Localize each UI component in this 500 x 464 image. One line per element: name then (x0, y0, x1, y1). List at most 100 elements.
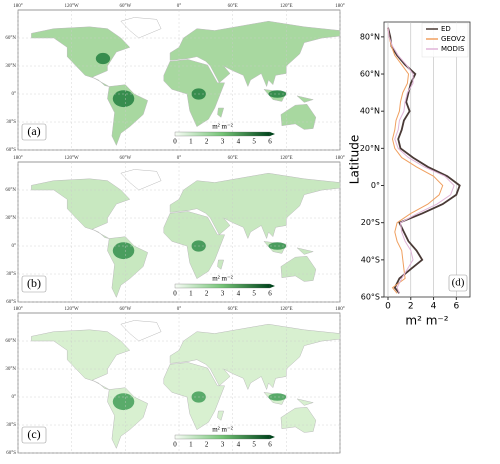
lon-tick-label: 120°W (65, 4, 79, 9)
lon-tick-label: 120°E (280, 307, 293, 312)
colorbar (174, 283, 271, 289)
lon-tick-label: 0° (177, 156, 182, 161)
panel-label-box (21, 275, 47, 293)
colorbar-tick-label: 5 (252, 138, 256, 146)
lon-tick-label: 180° (335, 4, 345, 9)
colorbar-tick-label: 0 (173, 290, 177, 298)
x-tick-label: 4 (431, 302, 437, 312)
colorbar-tick-label: 2 (205, 138, 209, 146)
y-tick-label: 60°S (361, 293, 380, 302)
lat-tick-label: 60°S (6, 148, 16, 153)
colorbar-label: m² m⁻² (212, 123, 233, 131)
lat-tick-label: 60°N (5, 339, 16, 344)
colorbar-tick-label: 4 (237, 441, 241, 449)
forest (95, 52, 111, 65)
data-line (387, 27, 444, 294)
data-line (387, 27, 461, 294)
colorbar-arrow (270, 132, 275, 136)
lat-tick-label: 30°N (5, 64, 16, 69)
lon-tick-label: 180° (13, 156, 23, 161)
plot-frame (383, 21, 471, 298)
lon-tick-label: 60°W (119, 156, 131, 161)
lon-tick-label: 0° (177, 307, 182, 312)
data-line (387, 27, 455, 294)
lat-tick-label: 60°S (6, 451, 16, 456)
map-panel: 180° 120°W 60°W 0° 60°E 120°E 180°60°N30°N0°30… (5, 4, 344, 153)
panel-label-box (21, 426, 47, 444)
panel-label: (c) (27, 427, 40, 441)
lon-tick-label: 180° (335, 307, 345, 312)
lon-tick-label: 180° (335, 156, 345, 161)
lon-tick-label: 60°E (228, 307, 238, 312)
lat-tick-label: 0° (12, 244, 17, 249)
line-chart: 0 2 4 6 80°N 60°N 40°N 20°N 0° 20°S 40°S 60°S ED GEOV… (348, 21, 471, 328)
colorbar-tick-label: 6 (268, 441, 272, 449)
y-tick-label: 40°N (360, 107, 380, 116)
forest (268, 242, 287, 250)
colorbar-arrow (270, 284, 275, 288)
colorbar-tick-label: 6 (268, 290, 272, 298)
colorbar-tick-label: 1 (189, 441, 193, 449)
colorbar (174, 131, 271, 137)
lon-tick-label: 60°E (228, 4, 238, 9)
x-tick-label: 2 (408, 302, 414, 312)
y-tick-label: 0° (371, 181, 380, 190)
colorbar-label: m² m⁻² (212, 426, 233, 434)
panel-label-box (21, 123, 47, 141)
colorbar-tick-label: 5 (252, 290, 256, 298)
lat-tick-label: 60°N (5, 188, 16, 193)
lon-tick-label: 120°W (65, 307, 79, 312)
colorbar (174, 434, 271, 440)
lat-tick-label: 30°S (6, 272, 16, 277)
colorbar-tick-label: 2 (205, 290, 209, 298)
colorbar-tick-label: 0 (173, 138, 177, 146)
x-tick-label: 6 (453, 302, 459, 312)
lat-tick-label: 0° (12, 395, 17, 400)
lon-tick-label: 60°W (119, 4, 131, 9)
lon-tick-label: 180° (13, 4, 23, 9)
lon-tick-label: 60°W (119, 307, 131, 312)
lat-tick-label: 30°S (6, 423, 16, 428)
panel-label-box (448, 274, 468, 292)
forest (112, 393, 135, 411)
legend-label: ED (441, 25, 451, 33)
lon-tick-label: 0° (177, 4, 182, 9)
lat-tick-label: 0° (12, 92, 17, 97)
colorbar-tick-label: 0 (173, 441, 177, 449)
lat-tick-label: 30°N (5, 216, 16, 221)
lat-tick-label: 60°S (6, 300, 16, 305)
lat-tick-label: 30°N (5, 367, 16, 372)
y-tick-label: 80°N (360, 32, 380, 41)
colorbar-tick-label: 6 (268, 138, 272, 146)
colorbar-arrow (270, 435, 275, 439)
colorbar-tick-label: 3 (221, 290, 225, 298)
maps: 180° 120°W 60°W 0° 60°E 120°E 180°60°N30°N0°30… (5, 4, 344, 456)
y-tick-label: 20°N (360, 144, 380, 153)
colorbar-label: m² m⁻² (212, 275, 233, 283)
colorbar-tick-label: 5 (252, 441, 256, 449)
map-panel: 180° 120°W 60°W 0° 60°E 120°E 180°60°N30°N0°30… (5, 156, 344, 305)
colorbar-tick-label: 3 (221, 441, 225, 449)
legend-label: MODIS (441, 45, 465, 53)
colorbar-tick-label: 4 (237, 290, 241, 298)
legend-label: GEOV2 (441, 35, 465, 43)
y-tick-label: 40°S (361, 255, 380, 264)
forest (112, 90, 135, 108)
lat-tick-label: 30°S (6, 120, 16, 125)
forest (268, 90, 287, 98)
forest (112, 242, 135, 260)
lon-tick-label: 120°E (280, 4, 293, 9)
y-axis-label: Latitude (348, 135, 362, 184)
lon-tick-label: 120°E (280, 156, 293, 161)
panel-label: (a) (27, 124, 40, 138)
y-tick-label: 60°N (360, 70, 380, 79)
colorbar-tick-label: 1 (189, 138, 193, 146)
lon-tick-label: 60°E (228, 156, 238, 161)
panel-label: (b) (27, 276, 41, 290)
continents (31, 169, 341, 298)
map-panel: 180° 120°W 60°W 0° 60°E 120°E 180°60°N30°N0°30… (5, 307, 344, 456)
panel-label: (d) (452, 277, 465, 289)
colorbar-tick-label: 4 (237, 138, 241, 146)
y-tick-label: 20°S (361, 218, 380, 227)
